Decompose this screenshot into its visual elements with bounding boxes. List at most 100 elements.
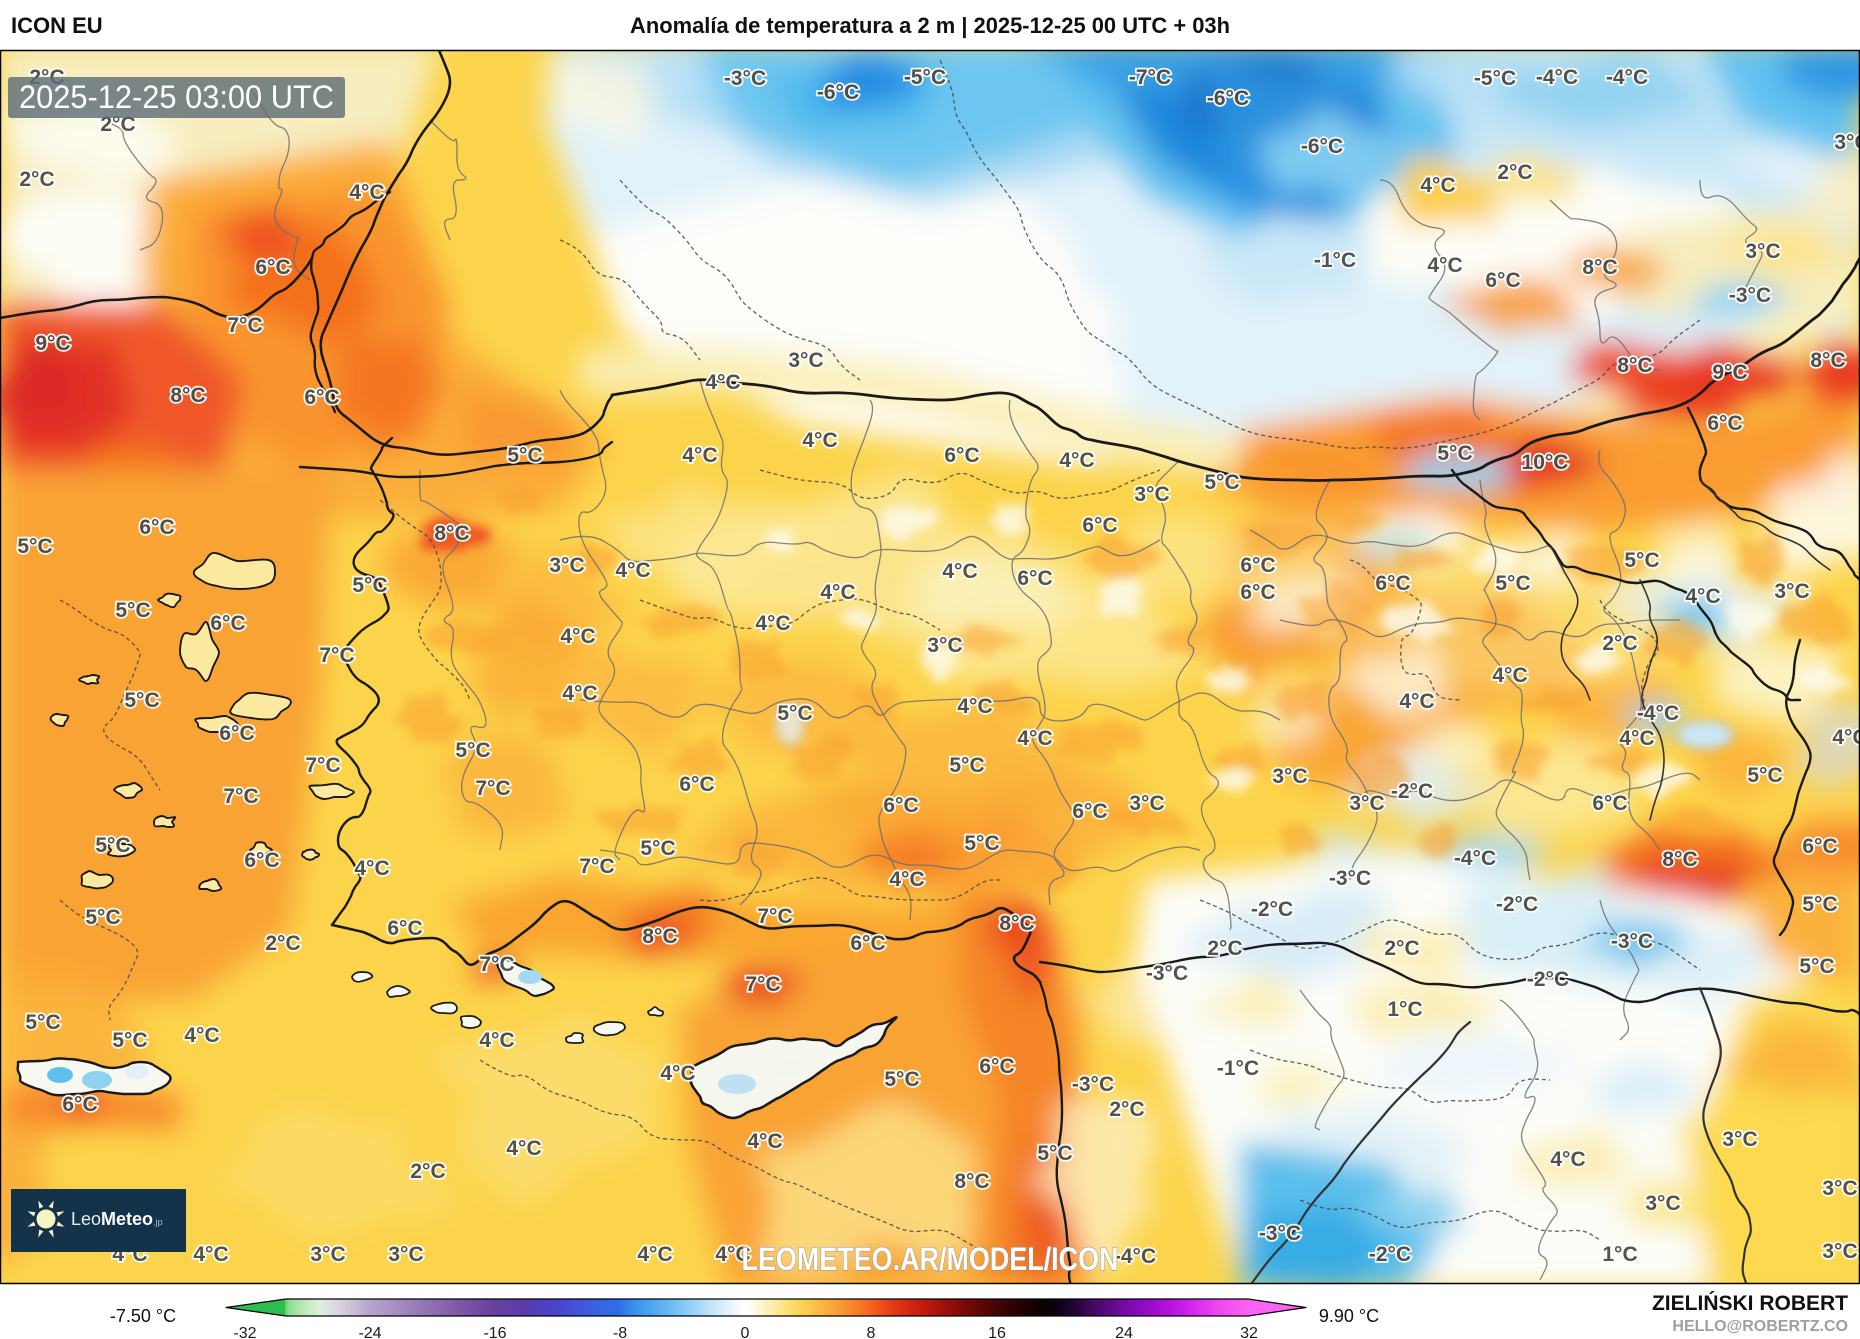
svg-text:6°C: 6°C [679,773,714,796]
svg-text:-16: -16 [483,1325,506,1339]
svg-text:2°C: 2°C [265,932,300,955]
svg-text:2°C: 2°C [19,168,54,191]
svg-text:9°C: 9°C [35,332,70,355]
svg-text:6°C: 6°C [387,917,422,940]
svg-text:4°C: 4°C [354,857,389,880]
svg-text:7°C: 7°C [223,785,258,808]
svg-text:4°C: 4°C [802,429,837,452]
svg-text:16: 16 [988,1325,1006,1339]
svg-text:-4°C: -4°C [1454,847,1496,870]
svg-text:24: 24 [1115,1325,1133,1339]
svg-text:4°C: 4°C [184,1024,219,1047]
svg-text:-32: -32 [233,1325,256,1339]
svg-text:3°C: 3°C [1822,1240,1857,1263]
svg-text:-4°C: -4°C [1536,66,1578,89]
svg-text:9°C: 9°C [1712,361,1747,384]
svg-text:5°C: 5°C [1747,764,1782,787]
svg-text:5°C: 5°C [777,702,812,725]
svg-text:-2°C: -2°C [1251,898,1293,921]
svg-text:5°C: 5°C [1624,549,1659,572]
svg-text:-7°C: -7°C [1129,66,1171,89]
svg-text:6°C: 6°C [1240,581,1275,604]
svg-text:3°C: 3°C [1722,1128,1757,1151]
svg-text:2°C: 2°C [1109,1098,1144,1121]
svg-text:-7.50 °C: -7.50 °C [110,1306,176,1326]
svg-text:ICON EU: ICON EU [11,13,103,38]
svg-text:4°C: 4°C [755,612,790,635]
svg-text:-6°C: -6°C [817,81,859,104]
svg-text:-24: -24 [358,1325,381,1339]
svg-text:-3°C: -3°C [1072,1073,1114,1096]
svg-text:-2°C: -2°C [1391,780,1433,803]
svg-text:6°C: 6°C [1707,412,1742,435]
svg-text:5°C: 5°C [85,906,120,929]
svg-text:5°C: 5°C [25,1011,60,1034]
svg-text:6°C: 6°C [210,612,245,635]
svg-text:8°C: 8°C [170,384,205,407]
svg-text:4°C: 4°C [506,1137,541,1160]
svg-text:-1°C: -1°C [1217,1057,1259,1080]
svg-text:Anomalía de temperatura a 2 m: Anomalía de temperatura a 2 m | 2025-12-… [630,13,1230,38]
svg-text:2°C: 2°C [1497,161,1532,184]
svg-text:LEOMETEO.AR/MODEL/ICON: LEOMETEO.AR/MODEL/ICON [742,1241,1119,1277]
svg-text:4°C: 4°C [715,1243,750,1266]
svg-text:6°C: 6°C [1375,572,1410,595]
svg-text:6°C: 6°C [1072,800,1107,823]
svg-text:6°C: 6°C [979,1055,1014,1078]
svg-text:2°C: 2°C [1384,937,1419,960]
svg-text:7°C: 7°C [227,314,262,337]
svg-text:-5°C: -5°C [1474,67,1516,90]
svg-text:-3°C: -3°C [1259,1222,1301,1245]
svg-text:4°C: 4°C [747,1130,782,1153]
svg-text:4°C: 4°C [1427,254,1462,277]
svg-text:-3°C: -3°C [1729,284,1771,307]
svg-text:3°C: 3°C [310,1243,345,1266]
svg-text:6°C: 6°C [219,722,254,745]
svg-text:6°C: 6°C [1802,835,1837,858]
svg-text:-3°C: -3°C [1146,962,1188,985]
svg-text:3°C: 3°C [1745,240,1780,263]
svg-text:7°C: 7°C [305,754,340,777]
svg-text:HELLO@ROBERTZ.CO: HELLO@ROBERTZ.CO [1672,1318,1848,1335]
svg-text:8°C: 8°C [642,925,677,948]
svg-text:5°C: 5°C [352,574,387,597]
svg-text:4°C: 4°C [1550,1148,1585,1171]
svg-text:4°C: 4°C [560,625,595,648]
svg-text:8°C: 8°C [1582,256,1617,279]
svg-text:4°C: 4°C [957,695,992,718]
svg-text:8°C: 8°C [999,912,1034,935]
svg-text:4°C: 4°C [1619,727,1654,750]
svg-text:5°C: 5°C [1802,893,1837,916]
svg-text:5°C: 5°C [1495,572,1530,595]
svg-text:4°C: 4°C [660,1062,695,1085]
svg-text:-4°C: -4°C [1114,1245,1156,1268]
svg-text:4°C: 4°C [1017,727,1052,750]
svg-text:4°C: 4°C [705,371,740,394]
svg-text:4°C: 4°C [349,181,384,204]
svg-text:4°C: 4°C [682,444,717,467]
svg-text:5°C: 5°C [115,599,150,622]
svg-text:-2°C: -2°C [1527,968,1569,991]
svg-text:-6°C: -6°C [1301,135,1343,158]
svg-text:8°C: 8°C [1662,848,1697,871]
svg-text:6°C: 6°C [944,444,979,467]
svg-text:5°C: 5°C [112,1029,147,1052]
svg-text:-3°C: -3°C [1329,867,1371,890]
svg-text:7°C: 7°C [319,644,354,667]
svg-text:10°C: 10°C [1522,451,1569,474]
svg-text:8°C: 8°C [954,1170,989,1193]
svg-text:1°C: 1°C [1602,1243,1637,1266]
svg-text:6°C: 6°C [255,256,290,279]
svg-text:5°C: 5°C [1037,1142,1072,1165]
svg-text:3°C: 3°C [1272,765,1307,788]
svg-text:-3°C: -3°C [1611,930,1653,953]
svg-text:5°C: 5°C [884,1068,919,1091]
svg-text:3°C: 3°C [927,634,962,657]
svg-text:-2°C: -2°C [1369,1243,1411,1266]
svg-text:6°C: 6°C [883,794,918,817]
svg-text:4°C: 4°C [820,581,855,604]
svg-text:-1°C: -1°C [1314,249,1356,272]
svg-text:6°C: 6°C [62,1093,97,1116]
svg-text:0: 0 [741,1325,750,1339]
svg-text:3°C: 3°C [1129,792,1164,815]
